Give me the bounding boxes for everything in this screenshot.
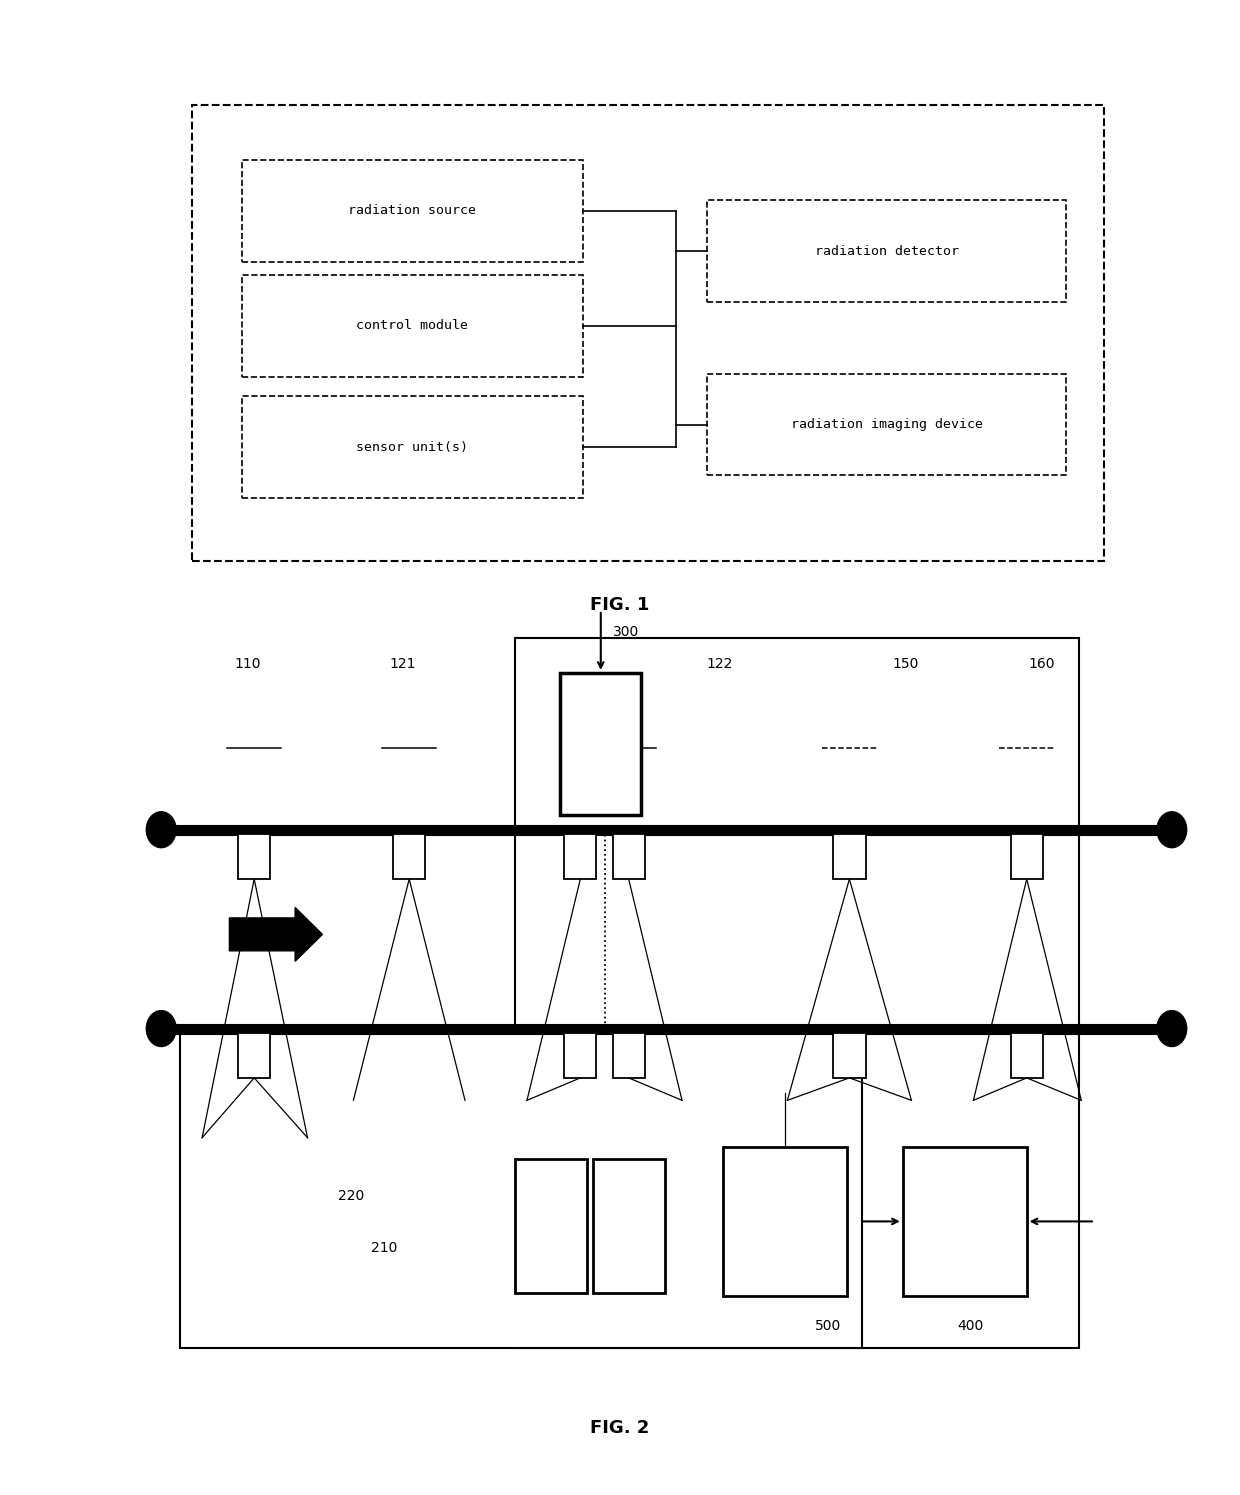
- Bar: [564, 1033, 596, 1078]
- Bar: [515, 638, 1079, 1348]
- FancyArrow shape: [229, 907, 322, 961]
- Circle shape: [1157, 812, 1187, 848]
- Circle shape: [146, 1011, 176, 1046]
- Text: 220: 220: [337, 1189, 365, 1203]
- Text: FIG. 1: FIG. 1: [590, 597, 650, 614]
- Bar: [393, 834, 425, 879]
- Text: FIG. 2: FIG. 2: [590, 1419, 650, 1437]
- Bar: [238, 834, 270, 879]
- Bar: [242, 275, 583, 377]
- Bar: [613, 834, 645, 879]
- Text: 150: 150: [892, 656, 919, 671]
- Text: 122: 122: [706, 656, 733, 671]
- Bar: [833, 1033, 866, 1078]
- Bar: [242, 160, 583, 262]
- Text: 210: 210: [371, 1241, 398, 1256]
- Bar: [515, 1159, 587, 1293]
- Text: 110: 110: [234, 656, 262, 671]
- Bar: [242, 396, 583, 498]
- Text: 121: 121: [389, 656, 417, 671]
- Bar: [564, 834, 596, 879]
- Bar: [903, 1147, 1027, 1296]
- Bar: [1011, 834, 1043, 879]
- Bar: [560, 673, 641, 815]
- Bar: [613, 1033, 645, 1078]
- Text: 400: 400: [957, 1319, 985, 1334]
- Bar: [723, 1147, 847, 1296]
- Text: 160: 160: [1028, 656, 1055, 671]
- Bar: [593, 1159, 665, 1293]
- Bar: [238, 1033, 270, 1078]
- Bar: [833, 834, 866, 879]
- Text: 500: 500: [815, 1319, 842, 1334]
- Bar: [1011, 1033, 1043, 1078]
- Bar: [707, 374, 1066, 475]
- Bar: [192, 105, 1104, 561]
- Circle shape: [1157, 1011, 1187, 1046]
- Text: radiation imaging device: radiation imaging device: [791, 419, 982, 431]
- Text: 300: 300: [613, 625, 640, 640]
- Text: radiation detector: radiation detector: [815, 245, 959, 257]
- Text: radiation source: radiation source: [348, 205, 476, 217]
- Text: control module: control module: [356, 320, 469, 332]
- Circle shape: [146, 812, 176, 848]
- Bar: [180, 1027, 862, 1348]
- Bar: [707, 200, 1066, 302]
- Text: sensor unit(s): sensor unit(s): [356, 441, 469, 453]
